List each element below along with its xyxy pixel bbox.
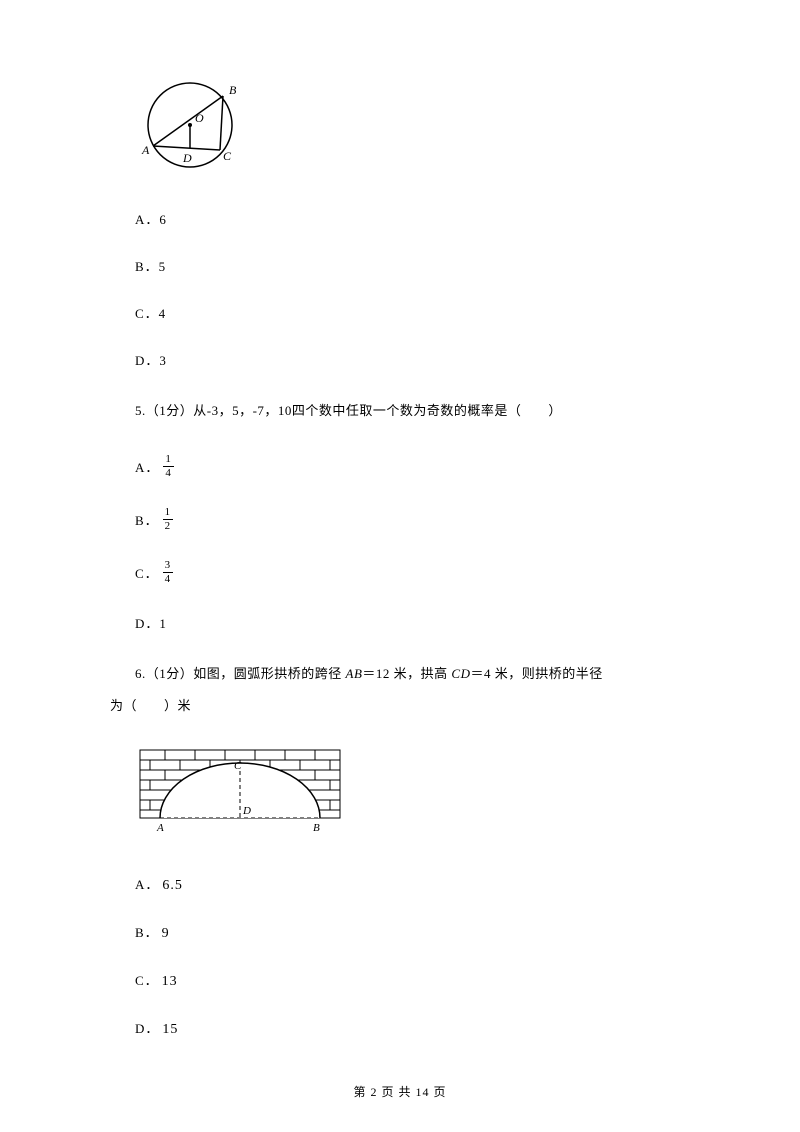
q6-text-line2: 为（ ）米	[110, 692, 690, 721]
q5-option-c: C． 3 4	[135, 560, 690, 585]
q4-figure-circle: B O A D C	[135, 70, 690, 185]
label-A: A	[141, 143, 150, 157]
label-O: O	[195, 111, 204, 125]
svg-text:D: D	[242, 805, 251, 817]
q6-option-c: C．13	[135, 970, 690, 990]
q6-figure-bridge: C D A B	[135, 745, 690, 850]
q6-text: 6.（1分）如图，圆弧形拱桥的跨径 AB＝12 米，拱高 CD＝4 米，则拱桥的…	[135, 660, 690, 689]
q5-b-prefix: B．	[135, 510, 159, 529]
q5-option-a: A． 1 4	[135, 454, 690, 479]
q5-option-b: B． 1 2	[135, 507, 690, 532]
label-D: D	[182, 151, 192, 165]
q4-option-c: C．4	[135, 303, 690, 322]
q5-a-prefix: A．	[135, 457, 159, 476]
q6-option-d: D．15	[135, 1018, 690, 1038]
svg-text:C: C	[234, 760, 242, 772]
q6-option-b: B．9	[135, 922, 690, 942]
svg-text:A: A	[156, 822, 164, 834]
label-C: C	[223, 149, 232, 163]
q4-option-a: A．6	[135, 209, 690, 228]
q5-c-prefix: C．	[135, 563, 159, 582]
fraction: 1 4	[163, 454, 174, 479]
fraction: 1 2	[163, 507, 174, 532]
svg-text:B: B	[313, 822, 320, 834]
q5-text: 5.（1分）从-3，5，-7，10四个数中任取一个数为奇数的概率是（ ）	[135, 397, 690, 426]
label-B: B	[229, 83, 237, 97]
q5-option-d: D．1	[135, 613, 690, 632]
q6-option-a: A．6.5	[135, 874, 690, 894]
fraction: 3 4	[163, 560, 174, 585]
page-footer: 第 2 页 共 14 页	[0, 1083, 800, 1100]
q4-option-b: B．5	[135, 256, 690, 275]
q4-option-d: D．3	[135, 350, 690, 369]
